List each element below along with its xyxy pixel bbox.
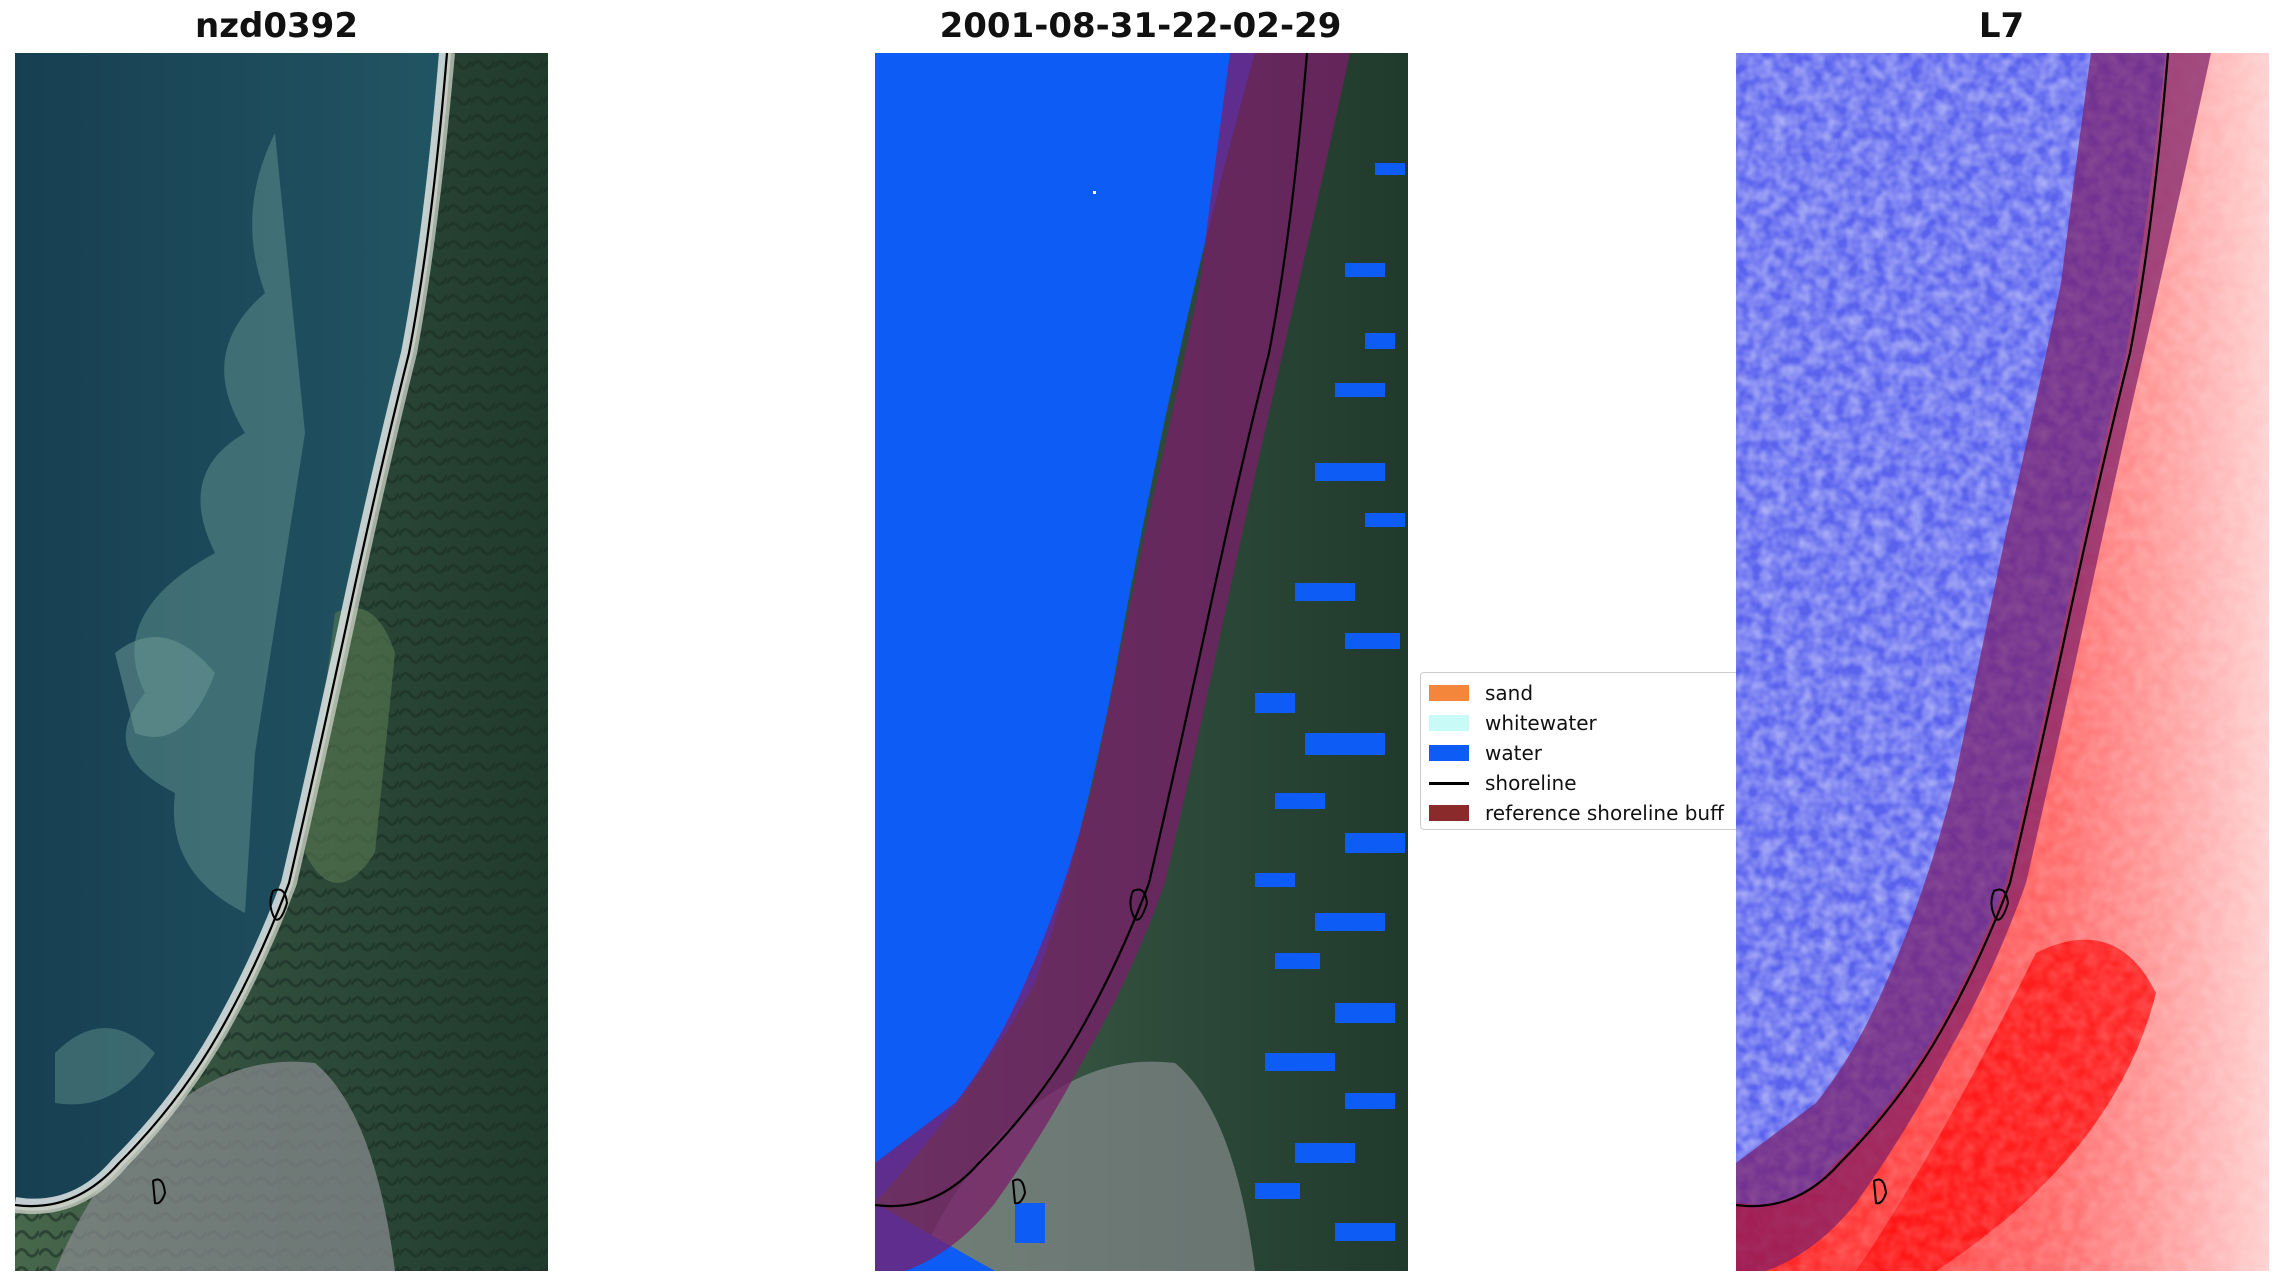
legend-item-sand: sand	[1429, 678, 1533, 708]
panel-title-classification: 2001-08-31-22-02-29	[939, 6, 1342, 46]
classification-image-panel	[875, 53, 1408, 1271]
legend-label-whitewater: whitewater	[1485, 711, 1597, 735]
legend: sand whitewater water shoreline referenc…	[1420, 672, 1740, 830]
legend-item-water: water	[1429, 738, 1542, 768]
classification-image	[875, 53, 1408, 1271]
legend-label-buffer: reference shoreline buff	[1485, 801, 1724, 825]
legend-label-shoreline: shoreline	[1485, 771, 1577, 795]
legend-item-shoreline: shoreline	[1429, 768, 1577, 798]
legend-item-whitewater: whitewater	[1429, 708, 1597, 738]
rgb-image-panel	[15, 53, 548, 1271]
water-swatch	[1429, 745, 1469, 761]
shoreline-line-swatch	[1429, 781, 1469, 785]
buffer-swatch	[1429, 805, 1469, 821]
sand-swatch	[1429, 685, 1469, 701]
rgb-satellite-image	[15, 53, 548, 1271]
legend-label-water: water	[1485, 741, 1542, 765]
whitewater-swatch	[1429, 715, 1469, 731]
panel-title-rgb: nzd0392	[195, 6, 358, 46]
legend-item-buffer: reference shoreline buff	[1429, 798, 1724, 828]
legend-label-sand: sand	[1485, 681, 1534, 705]
panel-title-index: L7	[1978, 6, 2025, 46]
spectral-index-image	[1736, 53, 2269, 1271]
index-image-panel	[1736, 53, 2269, 1271]
